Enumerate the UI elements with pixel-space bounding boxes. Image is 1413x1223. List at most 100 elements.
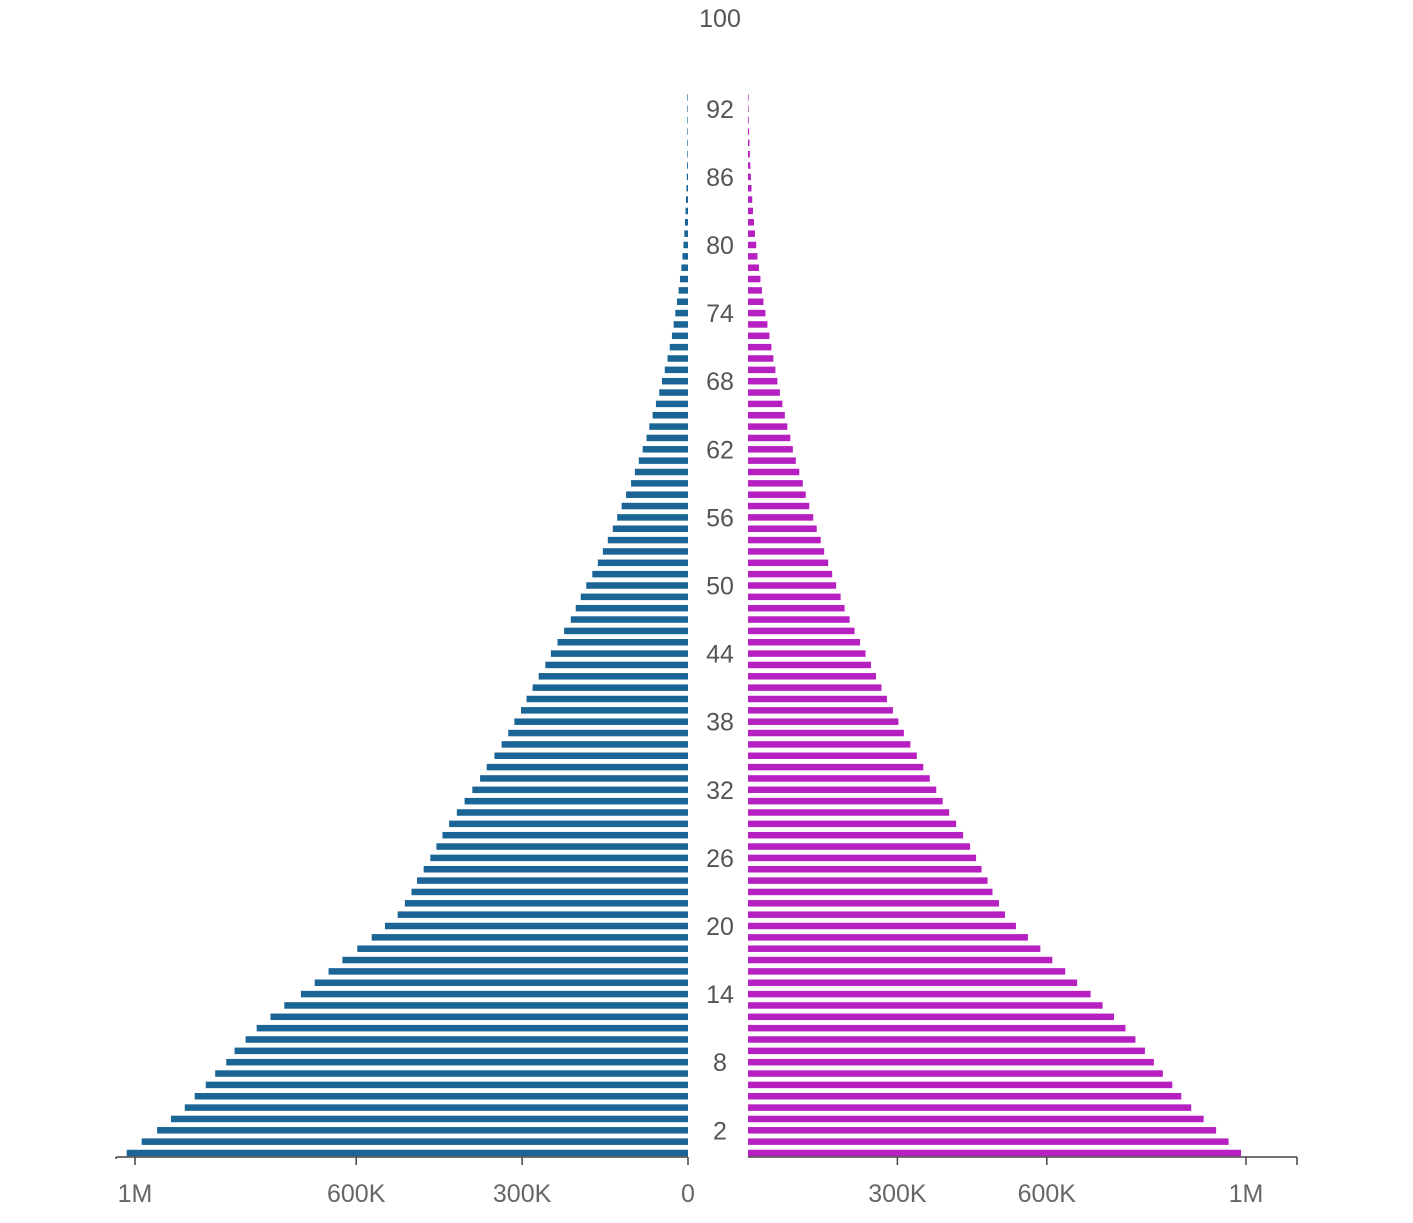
age-labels-group: 2 8 14 20 26 32 38 44 50 56 62 68 74 80 86 92 100: [699, 5, 741, 1145]
left-bar-age-86: [686, 173, 688, 181]
right-bar-age-92: [748, 105, 749, 113]
right-bar-age-75: [748, 298, 764, 305]
left-bar-age-4: [184, 1104, 688, 1111]
left-bar-age-51: [592, 570, 688, 578]
right-bar-age-67: [748, 389, 780, 396]
left-bar-age-37: [508, 729, 688, 737]
left-bar-age-1: [141, 1138, 689, 1145]
left-bar-age-69: [664, 366, 688, 374]
right-bar-age-93: [748, 94, 749, 101]
right-bar-age-54: [748, 536, 821, 544]
left-bar-age-47: [570, 616, 688, 623]
left-bar-age-80: [683, 241, 688, 249]
left-bar-age-33: [480, 775, 688, 782]
right-bar-age-41: [748, 684, 882, 691]
left-bar-age-46: [564, 627, 688, 635]
left-bar-age-26: [430, 854, 688, 862]
left-bar-age-20: [384, 922, 688, 930]
right-bar-age-25: [748, 866, 982, 873]
left-bar-age-36: [501, 741, 688, 748]
left-bar-age-78: [681, 264, 688, 271]
right-bar-age-13: [748, 1002, 1103, 1009]
age-label: 74: [706, 300, 734, 328]
right-bar-age-48: [748, 604, 845, 612]
right-bar-age-64: [748, 423, 788, 430]
right-bar-age-83: [748, 207, 753, 215]
right-bar-age-53: [748, 548, 825, 555]
left-bar-age-39: [520, 707, 688, 714]
right-bar-age-86: [748, 173, 751, 181]
right-bar-age-6: [748, 1081, 1173, 1089]
age-label: 44: [706, 641, 734, 669]
left-bar-age-53: [602, 548, 688, 555]
left-bar-age-6: [205, 1081, 688, 1089]
age-label: 2: [713, 1117, 727, 1145]
left-bar-age-15: [314, 979, 688, 986]
right-bar-age-32: [748, 786, 937, 794]
left-bar-age-43: [545, 661, 688, 669]
left-bar-age-30: [456, 809, 688, 816]
right-bar-age-17: [748, 956, 1053, 964]
left-bar-age-90: [687, 128, 688, 135]
right-bar-age-7: [748, 1070, 1163, 1077]
right-bar-age-51: [748, 570, 833, 578]
age-label: 50: [706, 573, 734, 601]
left-bar-age-76: [678, 287, 688, 294]
right-bar-age-56: [748, 514, 814, 521]
left-bar-age-70: [667, 355, 688, 362]
left-bar-age-34: [486, 763, 688, 771]
left-bar-age-2: [157, 1127, 688, 1134]
left-bar-age-45: [557, 639, 688, 646]
right-bar-age-26: [748, 854, 977, 862]
age-label: 14: [706, 981, 734, 1009]
left-bar-age-73: [673, 321, 688, 328]
age-label: 68: [706, 368, 734, 396]
left-bar-age-32: [472, 786, 688, 794]
right-bar-age-84: [748, 196, 753, 203]
age-label: 38: [706, 709, 734, 737]
left-bars-group: [126, 94, 689, 1157]
right-bar-age-9: [748, 1047, 1145, 1055]
left-bar-age-14: [300, 990, 688, 998]
right-bar-age-71: [748, 343, 772, 351]
right-bar-age-12: [748, 1013, 1115, 1021]
right-bar-age-8: [748, 1058, 1154, 1066]
left-bar-age-64: [649, 423, 688, 430]
left-bar-age-38: [514, 718, 688, 725]
left-bar-age-85: [686, 185, 688, 192]
left-bar-age-88: [687, 150, 688, 158]
right-bar-age-80: [748, 241, 757, 249]
right-bar-age-43: [748, 661, 872, 669]
left-bar-age-48: [575, 604, 688, 612]
right-bar-age-62: [748, 446, 793, 453]
left-bar-age-56: [617, 514, 688, 521]
age-label: 86: [706, 164, 734, 192]
left-bar-age-68: [662, 377, 688, 385]
right-bar-age-61: [748, 457, 796, 464]
right-bar-age-85: [748, 185, 752, 192]
right-bar-age-42: [748, 673, 876, 680]
age-label: 8: [713, 1049, 727, 1077]
left-bar-age-84: [686, 196, 688, 203]
right-bar-age-5: [748, 1093, 1182, 1100]
right-bar-age-35: [748, 752, 917, 759]
right-bar-age-31: [748, 797, 943, 805]
age-label: 80: [706, 232, 734, 260]
right-bar-age-16: [748, 968, 1066, 975]
left-bar-age-83: [685, 207, 688, 215]
left-bar-age-93: [687, 94, 688, 101]
left-bar-age-60: [634, 468, 688, 476]
left-bar-age-65: [652, 412, 688, 419]
right-bar-age-90: [748, 128, 750, 135]
right-bar-age-66: [748, 400, 783, 408]
left-bar-age-75: [676, 298, 688, 305]
right-bar-age-38: [748, 718, 899, 725]
right-bar-age-88: [748, 150, 750, 158]
right-axis-tick-label: 1M: [1229, 1180, 1264, 1208]
left-bar-age-63: [646, 434, 688, 442]
left-bar-age-71: [669, 343, 688, 351]
left-bar-age-22: [404, 900, 688, 907]
left-bar-age-35: [494, 752, 688, 759]
right-bar-age-24: [748, 877, 988, 884]
